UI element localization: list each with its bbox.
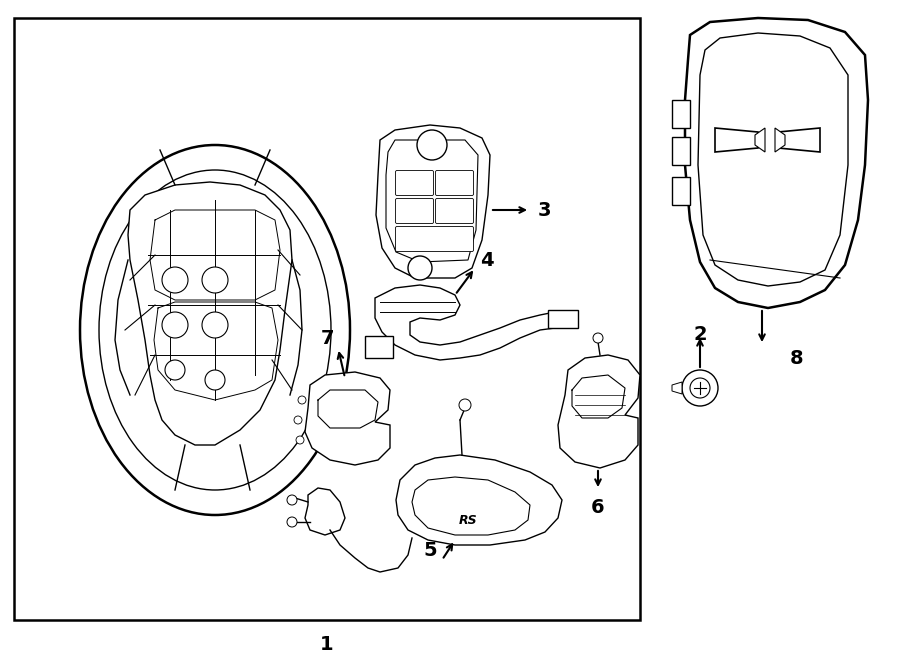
Text: 6: 6 — [591, 498, 605, 517]
Bar — [672, 177, 690, 205]
FancyBboxPatch shape — [395, 198, 434, 223]
Text: 3: 3 — [538, 200, 552, 219]
Polygon shape — [698, 33, 848, 286]
Polygon shape — [778, 128, 820, 152]
Text: 5: 5 — [423, 541, 436, 560]
Circle shape — [287, 517, 297, 527]
FancyBboxPatch shape — [436, 198, 473, 223]
Ellipse shape — [80, 145, 350, 515]
Text: 7: 7 — [321, 329, 335, 348]
Text: 2: 2 — [693, 325, 706, 344]
Ellipse shape — [99, 170, 331, 490]
Circle shape — [459, 399, 471, 411]
Circle shape — [296, 436, 304, 444]
Circle shape — [202, 267, 228, 293]
Bar — [14, 18, 640, 620]
FancyBboxPatch shape — [395, 227, 473, 251]
Bar — [365, 336, 393, 358]
Polygon shape — [558, 355, 640, 468]
Polygon shape — [755, 128, 765, 152]
Circle shape — [593, 333, 603, 343]
Polygon shape — [715, 128, 758, 152]
Bar — [672, 137, 690, 165]
Circle shape — [162, 267, 188, 293]
Circle shape — [287, 495, 297, 505]
Circle shape — [162, 312, 188, 338]
Polygon shape — [396, 455, 562, 545]
Circle shape — [294, 416, 302, 424]
Polygon shape — [386, 140, 478, 262]
Text: 4: 4 — [480, 251, 493, 270]
Polygon shape — [412, 477, 530, 535]
Circle shape — [298, 396, 306, 404]
Circle shape — [202, 312, 228, 338]
FancyBboxPatch shape — [395, 171, 434, 196]
Circle shape — [690, 378, 710, 398]
Circle shape — [165, 360, 185, 380]
Bar — [672, 100, 690, 128]
Circle shape — [417, 130, 447, 160]
Text: 1: 1 — [320, 635, 334, 654]
Text: RS: RS — [459, 514, 477, 527]
Circle shape — [408, 256, 432, 280]
Polygon shape — [685, 18, 868, 308]
FancyBboxPatch shape — [548, 310, 578, 328]
Polygon shape — [305, 488, 345, 535]
Polygon shape — [376, 125, 490, 278]
Circle shape — [205, 370, 225, 390]
Polygon shape — [375, 285, 565, 360]
Polygon shape — [128, 182, 292, 445]
Circle shape — [682, 370, 718, 406]
Polygon shape — [775, 128, 785, 152]
Polygon shape — [305, 372, 390, 465]
Text: 8: 8 — [790, 348, 804, 368]
FancyBboxPatch shape — [436, 171, 473, 196]
Polygon shape — [672, 382, 682, 394]
